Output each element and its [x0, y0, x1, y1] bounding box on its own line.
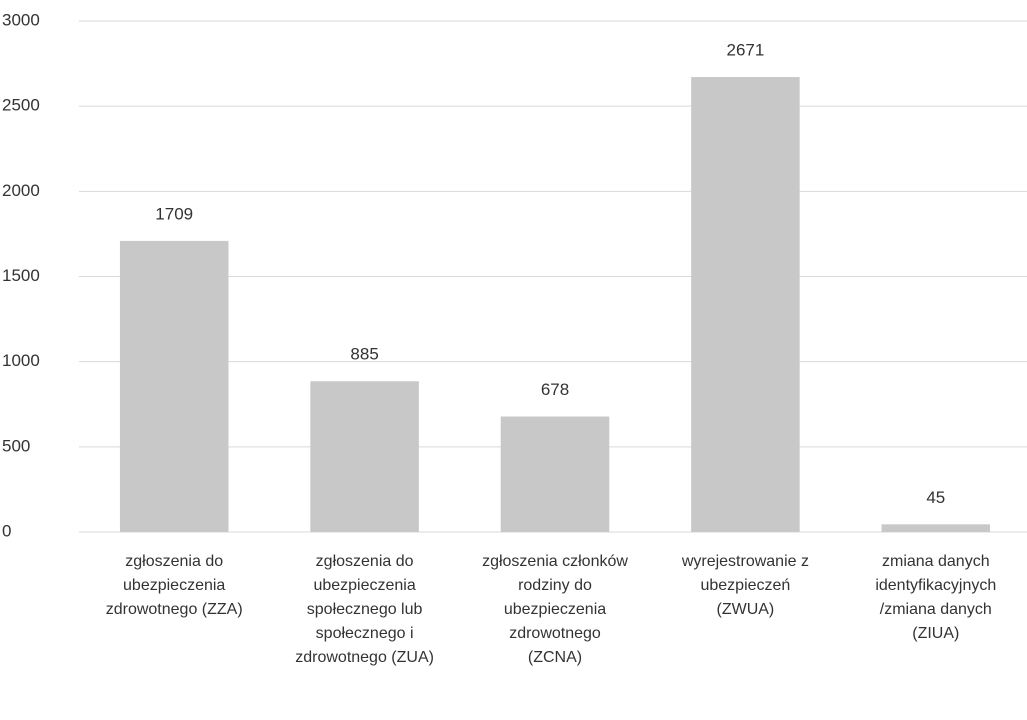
x-tick-label: wyrejestrowanie z ubezpieczeń (ZWUA): [681, 553, 809, 618]
y-tick-label: 1000: [2, 351, 40, 370]
x-tick-label: zgłoszenia do ubezpieczenia społecznego …: [295, 553, 434, 666]
y-tick-label: 500: [2, 436, 30, 455]
bar: [691, 77, 800, 532]
x-tick-label: zgłoszenia członków rodziny do ubezpiecz…: [482, 553, 628, 666]
x-tick-label: zmiana danych identyfikacyjnych /zmiana …: [875, 553, 997, 642]
y-tick-label: 3000: [2, 10, 40, 29]
value-label: 678: [541, 380, 569, 399]
y-tick-label: 2500: [2, 96, 40, 115]
y-tick-label: 2000: [2, 181, 40, 200]
x-tick-label: zgłoszenia do ubezpieczenia zdrowotnego …: [105, 553, 243, 618]
value-label: 885: [350, 345, 378, 364]
value-label: 45: [926, 488, 945, 507]
value-label: 2671: [726, 41, 764, 60]
bar: [500, 416, 610, 532]
bar: [881, 524, 991, 532]
y-tick-label: 0: [2, 521, 11, 540]
bar: [310, 381, 419, 532]
bar: [119, 240, 229, 532]
y-tick-label: 1500: [2, 266, 40, 285]
value-label: 1709: [155, 204, 193, 223]
